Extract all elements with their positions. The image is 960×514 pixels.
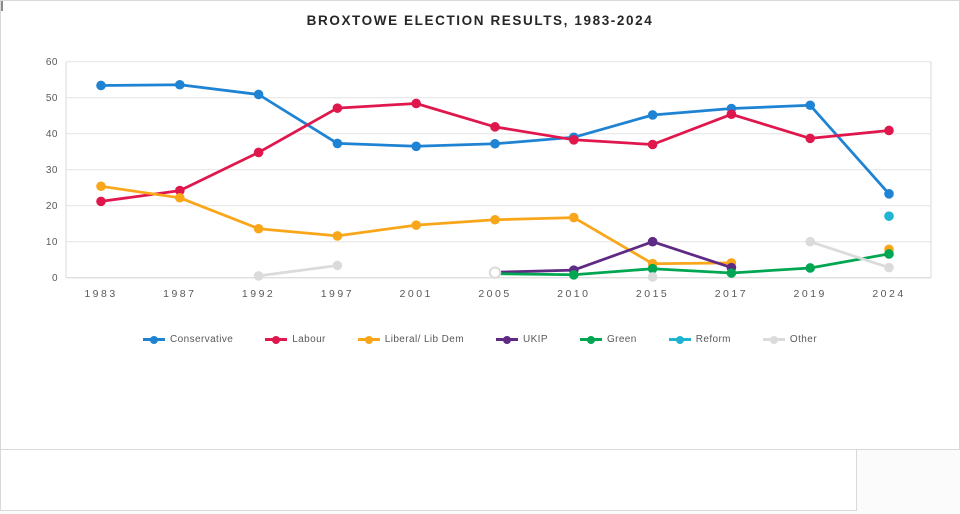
data-point-liberal-lib-dem — [569, 212, 579, 223]
data-point-green — [726, 268, 737, 278]
bottom-panel — [0, 449, 857, 511]
data-point-conservative — [647, 110, 658, 120]
data-point-liberal-lib-dem — [253, 223, 264, 234]
data-point-other — [332, 260, 343, 271]
series-line-liberal-lib-dem — [101, 186, 889, 263]
legend-item-green: Green — [579, 334, 637, 345]
data-point-labour — [175, 185, 185, 196]
legend-label: UKIP — [522, 334, 548, 345]
data-point-green — [569, 270, 579, 280]
data-point-other — [647, 272, 658, 282]
x-axis-label: 2017 — [715, 288, 748, 300]
x-axis-label: 2019 — [794, 288, 827, 300]
x-axis-label: 1992 — [242, 288, 275, 300]
data-point-liberal-lib-dem — [332, 231, 343, 241]
data-point-green — [805, 263, 815, 273]
x-axis-label: 2024 — [872, 288, 905, 300]
legend-marker-icon — [495, 335, 518, 344]
y-tick-label: 60 — [46, 57, 58, 68]
data-point-conservative — [805, 100, 815, 111]
data-point-conservative — [96, 80, 106, 91]
legend-label: Labour — [292, 334, 326, 345]
data-point-reform — [884, 211, 894, 221]
x-axis-label: 1997 — [321, 288, 354, 300]
legend-item-ukip: UKIP — [495, 334, 548, 345]
data-point-liberal-lib-dem — [490, 214, 500, 225]
data-point-liberal-lib-dem — [411, 220, 422, 230]
legend-dot-icon — [502, 335, 511, 344]
data-point-labour — [332, 103, 343, 113]
data-point-labour — [805, 133, 815, 144]
data-point-other — [805, 236, 815, 247]
y-tick-label: 10 — [46, 237, 58, 248]
legend-item-other: Other — [762, 334, 817, 345]
data-point-labour — [411, 98, 422, 109]
data-point-conservative — [490, 138, 500, 149]
y-tick-label: 0 — [52, 273, 58, 284]
legend-item-conservative: Conservative — [143, 334, 233, 345]
legend-dot-icon — [364, 335, 373, 344]
legend-marker-icon — [762, 335, 785, 344]
x-axis-label: 2005 — [478, 288, 511, 300]
line-chart: 0 10 20 30 40 50 60 1983 1987 1992 1997 2001 2005 201… — [46, 57, 932, 300]
x-axis-label: 2015 — [636, 288, 669, 300]
y-tick-label: 40 — [46, 129, 58, 140]
data-point-green — [647, 263, 658, 274]
series-line-green — [493, 252, 891, 277]
legend-item-labour: Labour — [265, 334, 326, 345]
data-point-conservative — [411, 141, 422, 152]
series-line-labour — [99, 102, 891, 203]
data-point-other — [884, 262, 894, 273]
data-point-liberal-lib-dem — [175, 192, 185, 203]
data-point-other — [488, 266, 502, 279]
x-axis-label: 1987 — [163, 288, 196, 300]
legend-dot-icon — [150, 335, 159, 344]
data-point-labour — [569, 135, 579, 145]
data-point-labour — [647, 139, 658, 150]
legend-item-liberal-lib-dem: Liberal/ Lib Dem — [357, 334, 464, 345]
legend-dot-icon — [675, 335, 684, 344]
legend-dot-icon — [586, 335, 595, 344]
data-point-labour — [96, 196, 106, 207]
data-point-other — [253, 271, 264, 281]
data-point-labour — [726, 109, 737, 120]
data-point-ukip — [647, 236, 658, 247]
data-point-liberal-lib-dem — [96, 181, 106, 192]
legend-label: Conservative — [170, 334, 234, 345]
data-point-labour — [253, 147, 264, 158]
x-axis-label: 2001 — [400, 288, 433, 300]
data-point-conservative — [884, 189, 894, 199]
legend-dot-icon — [769, 335, 778, 344]
data-point-conservative — [253, 89, 264, 100]
chart-legend: Conservative Labour Liberal/ Lib Dem UKIP Gr… — [1, 334, 959, 345]
y-tick-label: 30 — [46, 165, 58, 176]
data-point-labour — [884, 125, 894, 136]
legend-label: Reform — [695, 334, 731, 345]
legend-label: Liberal/ Lib Dem — [384, 334, 464, 345]
legend-marker-icon — [143, 335, 166, 344]
legend-dot-icon — [272, 335, 281, 344]
series-line-ukip — [493, 240, 733, 274]
data-point-conservative — [332, 138, 343, 149]
legend-marker-icon — [357, 335, 380, 344]
legend-marker-icon — [265, 335, 288, 344]
series-line-other — [257, 240, 891, 278]
x-axis-label: 1983 — [84, 288, 117, 300]
chart-title: BROXTOWE ELECTION RESULTS, 1983-2024 — [306, 13, 654, 28]
legend-label: Other — [789, 334, 817, 345]
legend-marker-icon — [579, 335, 602, 344]
y-tick-label: 50 — [46, 93, 58, 104]
data-point-conservative — [175, 79, 185, 90]
x-axis-label: 2010 — [557, 288, 590, 300]
y-tick-label: 20 — [46, 201, 58, 212]
data-point-labour — [490, 122, 500, 132]
legend-item-reform: Reform — [668, 334, 731, 345]
data-point-green — [884, 249, 894, 259]
legend-label: Green — [606, 334, 637, 345]
window-edge — [1, 1, 3, 11]
legend-marker-icon — [668, 335, 691, 344]
chart-card: BROXTOWE ELECTION RESULTS, 1983-2024 0 10… — [0, 0, 960, 450]
